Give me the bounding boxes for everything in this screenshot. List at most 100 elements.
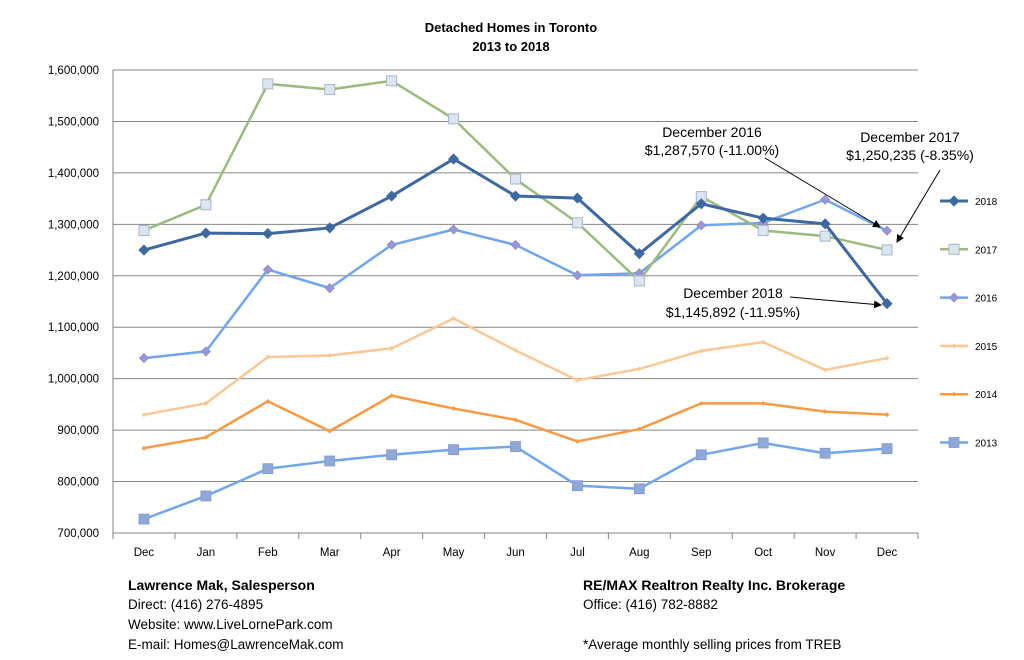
- series-line-2013: [143, 441, 888, 521]
- data-point-2013: [262, 463, 274, 475]
- legend-label: 2018: [975, 197, 998, 208]
- series-line-2016: [143, 198, 888, 360]
- data-point-2017: [633, 275, 645, 287]
- legend-item-2018: 2018: [940, 195, 998, 208]
- footer-right: RE/MAX Realtron Realty Inc. Brokerage Of…: [583, 575, 845, 655]
- axes: 700,000 800,000 900,000 1,000,000 1,100,000 1…: [48, 65, 919, 559]
- data-point-2018: [262, 228, 274, 240]
- data-point-2014: [451, 405, 457, 412]
- data-point-2017: [200, 199, 212, 211]
- data-point-2014: [203, 434, 209, 440]
- series-2018: [138, 153, 893, 310]
- data-point-2013: [633, 483, 645, 495]
- data-point-2017: [324, 84, 336, 96]
- series-2015: [141, 315, 890, 418]
- y-tick-label: 1,000,000: [48, 374, 99, 386]
- data-point-2015: [327, 352, 333, 359]
- annotation-label: December 2018: [683, 285, 783, 301]
- annotation-2: December 2018 $1,145,892 (-11.95%): [666, 285, 882, 320]
- data-point-2013: [510, 441, 521, 452]
- data-point-2015: [636, 366, 642, 372]
- data-point-2014: [141, 445, 147, 451]
- data-point-2014: [760, 400, 766, 406]
- x-tick-label: Sep: [691, 547, 711, 559]
- legend-item-2016: 2016: [940, 292, 998, 305]
- legend-marker: [948, 292, 960, 303]
- legend-marker: [951, 343, 957, 349]
- data-point-2015: [512, 347, 519, 353]
- data-point-2015: [574, 377, 580, 383]
- data-point-2015: [451, 315, 457, 322]
- data-point-2016: [572, 270, 583, 281]
- data-point-2016: [386, 239, 397, 250]
- data-point-2017: [571, 217, 583, 229]
- grid: [113, 69, 918, 534]
- data-point-2018: [138, 244, 150, 256]
- data-point-2013: [324, 455, 336, 467]
- legend-label: 2014: [975, 390, 998, 401]
- data-point-2017: [138, 225, 150, 237]
- annotations: December 2016 $1,287,570 (-11.00%) Decembe…: [645, 124, 974, 320]
- data-point-2016: [200, 346, 211, 357]
- x-tick-label: Dec: [134, 547, 155, 559]
- annotation-label: December 2016: [662, 124, 762, 140]
- data-point-2013: [695, 449, 707, 461]
- annotation-arrow: [764, 157, 881, 228]
- data-source-note: *Average monthly selling prices from TRE…: [583, 637, 842, 652]
- data-point-2018: [200, 227, 212, 239]
- chart-title: Detached Homes in Toronto: [425, 20, 597, 35]
- legend-marker: [948, 195, 960, 207]
- data-point-2013: [572, 480, 583, 492]
- data-point-2018: [633, 248, 645, 260]
- data-point-2018: [324, 222, 336, 234]
- series-2017: [138, 75, 893, 287]
- legend-item-2017: 2017: [940, 243, 998, 256]
- agent-email[interactable]: E-mail: Homes@LawrenceMak.com: [128, 637, 344, 652]
- annotation-label: December 2017: [860, 129, 960, 145]
- data-point-2017: [757, 225, 769, 237]
- data-point-2017: [262, 78, 274, 90]
- y-tick-label: 1,600,000: [48, 65, 99, 77]
- data-point-2016: [138, 353, 150, 364]
- data-point-2014: [512, 417, 519, 423]
- annotation-arrow: [896, 169, 941, 243]
- data-point-2016: [820, 194, 831, 205]
- data-point-2016: [448, 224, 459, 235]
- annotation-value: $1,145,892 (-11.95%): [666, 304, 800, 320]
- y-tick-label: 800,000: [57, 477, 99, 489]
- agent-website[interactable]: Website: www.LiveLornePark.com: [128, 617, 333, 632]
- data-point-2014: [389, 393, 395, 399]
- annotation-value: $1,287,570 (-11.00%): [645, 142, 779, 158]
- x-tick-label: Aug: [629, 547, 649, 559]
- footer-left: Lawrence Mak, Salesperson Direct: (416) …: [128, 575, 344, 655]
- x-tick-label: Dec: [877, 547, 898, 559]
- legend-label: 2017: [975, 245, 998, 256]
- data-point-2013: [881, 443, 893, 455]
- x-tick-label: Jan: [197, 547, 216, 559]
- data-point-2015: [698, 348, 704, 354]
- data-point-2013: [200, 490, 212, 502]
- brokerage-name: RE/MAX Realtron Realty Inc. Brokerage: [583, 577, 846, 593]
- x-tick-label: Nov: [815, 547, 836, 559]
- data-point-2017: [819, 230, 831, 242]
- data-point-2013: [819, 447, 831, 459]
- data-point-2018: [757, 212, 769, 224]
- data-point-2013: [757, 437, 769, 449]
- annotation-1: December 2017 $1,250,235 (-8.35%): [846, 129, 974, 243]
- data-point-2014: [636, 426, 642, 432]
- x-tick-label: May: [443, 547, 465, 559]
- x-tick-label: Apr: [383, 547, 401, 559]
- annotation-arrow: [789, 296, 882, 309]
- series-layer: [138, 75, 893, 525]
- legend-marker: [948, 437, 960, 448]
- data-point-2016: [324, 283, 335, 294]
- series-2014: [141, 393, 890, 451]
- data-point-2016: [696, 220, 707, 231]
- legend-item-2013: 2013: [940, 437, 998, 450]
- data-point-2014: [574, 438, 580, 444]
- data-point-2013: [138, 513, 150, 525]
- y-tick-label: 1,200,000: [48, 271, 99, 283]
- data-point-2015: [141, 412, 147, 418]
- data-point-2017: [510, 173, 521, 185]
- legend-label: 2015: [975, 342, 998, 353]
